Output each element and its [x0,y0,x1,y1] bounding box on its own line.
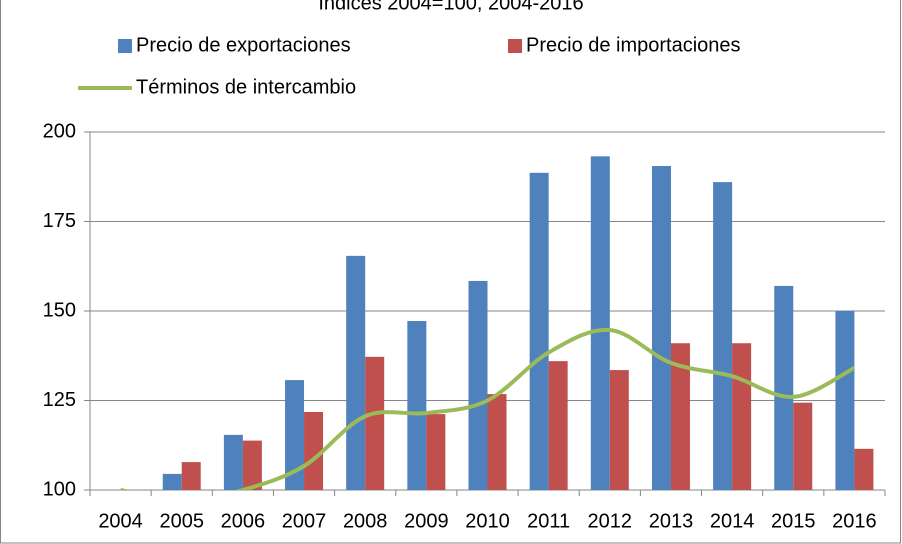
bar [468,280,488,490]
x-tick-label: 2016 [832,510,877,532]
x-tick-label: 2013 [649,510,694,532]
x-tick-label: 2012 [588,510,633,532]
y-tick-label: 150 [43,299,76,321]
bar [304,411,324,490]
x-tick-label: 2006 [221,510,266,532]
bar [713,182,733,490]
bar [223,434,243,490]
x-tick-label: 2010 [465,510,510,532]
bar [732,343,752,490]
y-tick-label: 175 [43,210,76,232]
x-tick-label: 2005 [159,510,204,532]
legend-label: Precio de importaciones [526,34,741,56]
legend-swatch [508,39,522,53]
bar [162,473,182,490]
bar [346,255,366,490]
line [120,327,856,490]
bar [651,166,671,490]
y-tick-label: 100 [43,478,76,500]
chart-title: Índices 2004=100, 2004-2016 [318,0,583,14]
bar [242,440,262,490]
legend-label: Términos de intercambio [136,76,356,98]
bar [609,370,629,490]
legend-label: Precio de exportaciones [136,34,351,56]
y-tick-label: 125 [43,389,76,411]
bar [835,311,855,490]
legend-swatch [118,39,132,53]
y-tick-label: 200 [43,120,76,142]
bar [774,285,794,490]
bar [487,394,507,490]
x-tick-label: 2007 [282,510,327,532]
x-tick-label: 2014 [710,510,755,532]
bar [285,380,305,490]
plot-area [120,156,874,490]
x-tick-label: 2009 [404,510,449,532]
x-tick-label: 2015 [771,510,816,532]
bar [407,321,427,490]
bar [365,356,385,490]
bar [426,414,446,490]
bar [854,448,874,490]
x-tick-label: 2008 [343,510,388,532]
bar [548,361,568,490]
bar [529,172,549,490]
bar [590,156,610,490]
bar [181,462,201,490]
x-tick-label: 2011 [527,510,570,532]
bar [670,343,690,490]
x-tick-label: 2004 [98,510,143,532]
bar [793,402,813,490]
